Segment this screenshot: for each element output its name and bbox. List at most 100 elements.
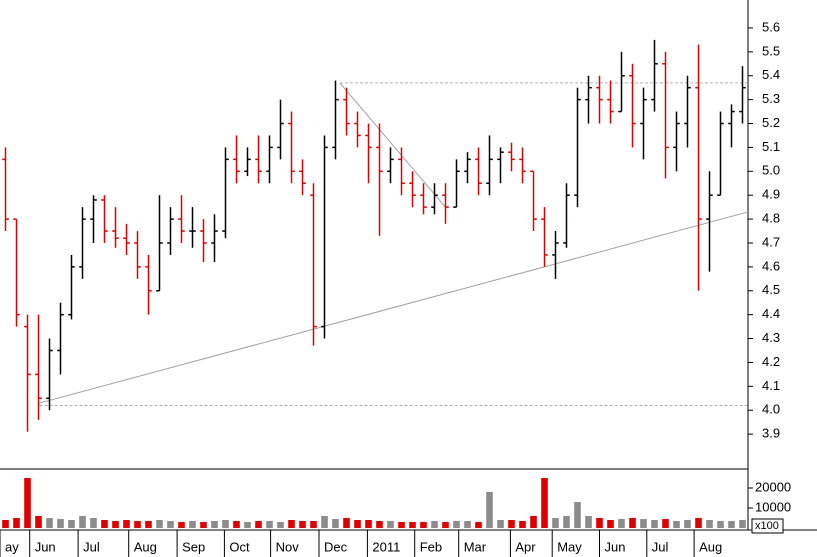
volume-bar bbox=[607, 520, 614, 528]
volume-bar bbox=[684, 520, 691, 528]
x-tick-label: Apr bbox=[515, 539, 536, 554]
volume-bar bbox=[167, 521, 174, 528]
volume-tick-label: 10000 bbox=[755, 499, 791, 514]
x-tick-label: 2011 bbox=[372, 539, 400, 554]
volume-bar bbox=[343, 518, 350, 528]
volume-bar bbox=[574, 502, 581, 528]
volume-bar bbox=[288, 520, 295, 528]
x-tick-label: Jun bbox=[35, 539, 56, 554]
volume-bar bbox=[618, 519, 625, 528]
volume-bar bbox=[222, 520, 229, 528]
volume-bar bbox=[145, 521, 152, 528]
y-tick-label: 4.8 bbox=[762, 211, 780, 226]
volume-bar bbox=[442, 522, 449, 528]
x-tick-label: Jun bbox=[605, 539, 626, 554]
annotation-line bbox=[339, 82, 446, 208]
volume-bar bbox=[530, 516, 537, 528]
x-tick-label: May bbox=[557, 539, 582, 554]
volume-bar bbox=[464, 521, 471, 528]
volume-bar bbox=[112, 521, 119, 528]
y-tick-label: 5.1 bbox=[762, 139, 780, 154]
annotation-line bbox=[39, 211, 749, 404]
y-tick-label: 4.0 bbox=[762, 402, 780, 417]
x-tick-label: ay bbox=[5, 539, 19, 554]
volume-bar bbox=[321, 516, 328, 528]
volume-unit: x100 bbox=[755, 520, 779, 532]
x-tick-label: Oct bbox=[229, 539, 250, 554]
y-tick-label: 3.9 bbox=[762, 426, 780, 441]
volume-bar bbox=[310, 521, 317, 528]
volume-bar bbox=[475, 522, 482, 528]
x-tick-label: Mar bbox=[464, 539, 487, 554]
volume-bar bbox=[541, 478, 548, 528]
unit-box bbox=[751, 518, 784, 534]
y-tick-label: 4.3 bbox=[762, 330, 780, 345]
volume-bar bbox=[519, 521, 526, 528]
volume-bar bbox=[431, 521, 438, 528]
volume-bar bbox=[662, 519, 669, 528]
x-tick-label: Aug bbox=[699, 539, 722, 554]
y-tick-label: 5.3 bbox=[762, 91, 780, 106]
y-tick-label: 4.7 bbox=[762, 234, 780, 249]
volume-bar bbox=[453, 521, 460, 528]
x-tick-label: Feb bbox=[420, 539, 442, 554]
x-tick-label: Jul bbox=[652, 539, 669, 554]
volume-bar bbox=[299, 521, 306, 528]
y-tick-label: 4.1 bbox=[762, 378, 780, 393]
volume-bar bbox=[563, 516, 570, 528]
volume-bar bbox=[640, 519, 647, 528]
y-tick-label: 5.6 bbox=[762, 19, 780, 34]
volume-bar bbox=[332, 519, 339, 528]
y-tick-label: 5.2 bbox=[762, 115, 780, 130]
volume-bar bbox=[244, 522, 251, 528]
volume-bar bbox=[376, 521, 383, 528]
volume-bar bbox=[398, 522, 405, 528]
volume-bar bbox=[717, 521, 724, 528]
volume-bar bbox=[695, 518, 702, 528]
volume-bar bbox=[178, 522, 185, 528]
volume-bar bbox=[79, 516, 86, 528]
volume-bar bbox=[585, 516, 592, 528]
volume-bar bbox=[255, 521, 262, 528]
x-tick-label: Aug bbox=[134, 539, 157, 554]
volume-bar bbox=[134, 521, 141, 528]
volume-bar bbox=[706, 520, 713, 528]
y-tick-label: 4.2 bbox=[762, 354, 780, 369]
x-tick-label: Sep bbox=[182, 539, 205, 554]
volume-bar bbox=[123, 520, 130, 528]
volume-bar bbox=[596, 518, 603, 528]
volume-bar bbox=[68, 520, 75, 528]
volume-bar bbox=[90, 518, 97, 528]
volume-bar bbox=[46, 518, 53, 528]
volume-bar bbox=[486, 492, 493, 528]
volume-bar bbox=[409, 522, 416, 528]
volume-bar bbox=[156, 520, 163, 528]
volume-bar bbox=[728, 521, 735, 528]
volume-bar bbox=[365, 520, 372, 528]
volume-bar bbox=[387, 521, 394, 528]
volume-bar bbox=[2, 520, 9, 528]
volume-bar bbox=[497, 520, 504, 528]
volume-bar bbox=[673, 521, 680, 528]
x-tick-label: Nov bbox=[276, 539, 300, 554]
y-tick-label: 4.4 bbox=[762, 306, 780, 321]
volume-bar bbox=[739, 520, 746, 528]
y-tick-label: 5.4 bbox=[762, 67, 780, 82]
y-tick-label: 4.6 bbox=[762, 258, 780, 273]
volume-bar bbox=[200, 522, 207, 528]
volume-bar bbox=[211, 521, 218, 528]
y-tick-label: 5.5 bbox=[762, 43, 780, 58]
volume-bar bbox=[354, 520, 361, 528]
volume-bar bbox=[508, 520, 515, 528]
volume-bar bbox=[277, 522, 284, 528]
volume-bar bbox=[233, 521, 240, 528]
volume-bar bbox=[101, 520, 108, 528]
y-tick-label: 5.0 bbox=[762, 163, 780, 178]
volume-bar bbox=[552, 518, 559, 528]
volume-bar bbox=[35, 516, 42, 528]
volume-tick-label: 20000 bbox=[755, 479, 791, 494]
volume-bar bbox=[13, 518, 20, 528]
volume-bar bbox=[629, 518, 636, 528]
x-tick-label: Jul bbox=[83, 539, 100, 554]
